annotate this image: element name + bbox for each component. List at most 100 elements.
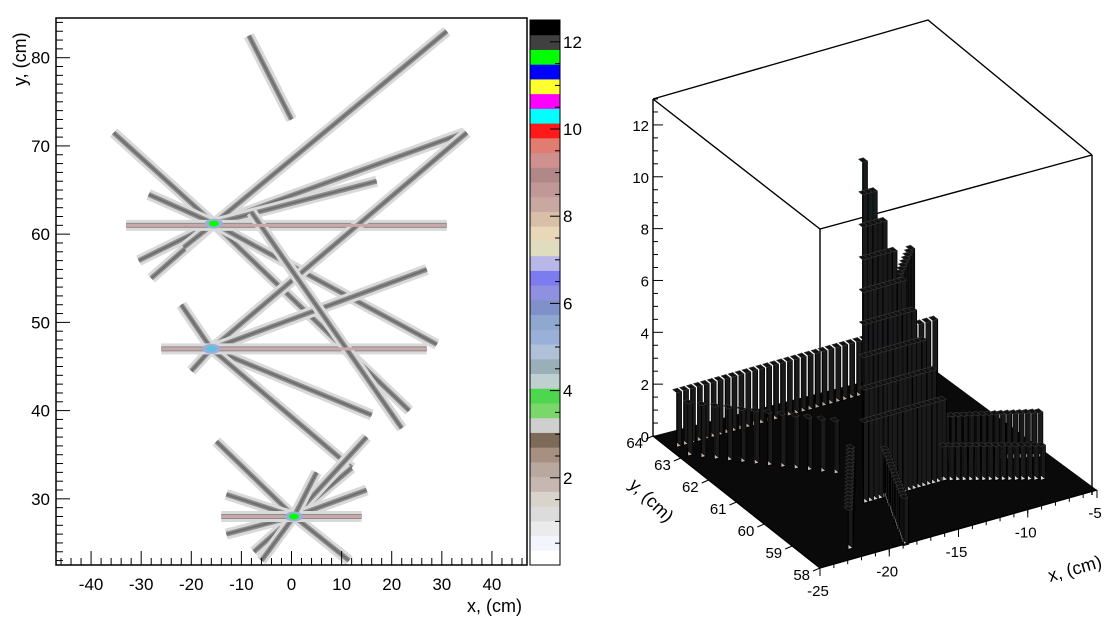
lego-bar-side (932, 398, 937, 484)
colorbar-tick-label: 8 (563, 207, 572, 226)
lego-bar-top (736, 405, 747, 411)
lego-bar-side (815, 348, 821, 408)
lego-bar-top (692, 382, 703, 388)
lego-bar-top (936, 396, 947, 402)
x-tick-label: 40 (482, 575, 501, 594)
lego-bar-top (844, 462, 855, 468)
lego-y-tick (673, 457, 682, 462)
hot-spot (208, 220, 219, 227)
lego-bar-side (808, 413, 813, 470)
lego-bar-side (878, 413, 884, 499)
colorbar-swatches (530, 20, 560, 566)
lego-bar-top (706, 378, 717, 384)
x-tick-label: 20 (382, 575, 401, 594)
lego-bar-top (996, 441, 1007, 448)
colorbar-swatch (530, 344, 560, 360)
lego-y-tick (729, 501, 737, 506)
x-axis-label: x, (cm) (467, 596, 522, 616)
lego-bar-top (907, 306, 918, 312)
lego-bar-side (848, 505, 854, 549)
lego-bar-top (843, 491, 854, 497)
lego-bar-top (995, 409, 1006, 416)
lego-bar-top (683, 399, 694, 405)
lego-x-tick-label: -20 (876, 564, 898, 581)
lego-bar-top (720, 374, 731, 380)
track-core (180, 304, 213, 350)
lego-bar-side (787, 356, 793, 416)
lego-bar-top (843, 505, 854, 511)
lego-bar-top (1002, 409, 1013, 415)
lego-bar-top (897, 276, 908, 282)
lego-bar-top (843, 494, 854, 500)
lego-bar-side (780, 358, 786, 418)
lego-bar-side (732, 371, 738, 431)
lego-bar-top (916, 336, 928, 342)
lego-bar-top (802, 413, 814, 420)
lego-y-tick-label: 60 (738, 523, 755, 540)
y-tick-label: 60 (31, 225, 50, 244)
lego-bar-top (843, 487, 855, 493)
lego-bar-side (822, 346, 828, 406)
hot-spot (289, 513, 300, 520)
lego-y-tick (645, 435, 654, 440)
lego-bar-side (741, 405, 747, 462)
lego-bar-top (671, 387, 683, 394)
lego-bar-top (952, 411, 963, 418)
colorbar-swatch (530, 64, 560, 80)
colorbar-swatch (530, 506, 560, 522)
lego-bar-top (951, 442, 962, 448)
colorbar-swatch (530, 358, 560, 375)
lego-bar-side (995, 441, 1001, 480)
lego-bar-top (678, 385, 689, 392)
lego-bar-top (789, 354, 800, 360)
lego-bar-top (713, 376, 724, 382)
lego-bar-side (917, 402, 923, 488)
lego-bar-top (775, 358, 786, 364)
colorbar-swatch (530, 329, 560, 345)
colorbar-ticks: 2 4 6 8 10 12 (550, 19, 582, 544)
lego-bar-top (803, 350, 814, 357)
track-core (260, 515, 295, 562)
lego-x-tick-label: -5 (1088, 505, 1101, 522)
x-tick-label: -10 (229, 575, 254, 594)
lego-bar-side (843, 340, 848, 400)
lego-bar-side (1021, 441, 1027, 480)
lego-bar-top (816, 415, 827, 421)
lego-bar-side (933, 315, 938, 375)
lego-x-tick-label: -25 (807, 583, 829, 600)
colorbar-swatch (530, 78, 560, 95)
track-core (215, 440, 295, 518)
colorbar-swatch (530, 167, 560, 183)
lego-y-tick-label: 61 (710, 501, 727, 518)
track-core (210, 348, 353, 469)
colorbar-swatch (530, 49, 560, 65)
colorbar-swatch (530, 476, 560, 492)
lego-bar-top (829, 417, 840, 423)
lego-bar-top (843, 501, 854, 508)
track-core (213, 30, 448, 225)
colorbar-tick-label: 12 (563, 33, 582, 52)
lego-bars (671, 157, 1046, 550)
colorbar-swatch (530, 182, 560, 198)
lego-bar-top (921, 317, 932, 323)
colorbar-swatch (530, 432, 560, 448)
lego-bar-top (964, 411, 975, 417)
colorbar: 2 4 6 8 10 12 (529, 19, 582, 566)
track-core (148, 193, 215, 225)
lego-bar-top (983, 410, 994, 416)
lego-bar-side (701, 400, 707, 457)
lego-bar-side (949, 441, 955, 481)
colorbar-tick-label: 4 (563, 382, 572, 401)
track-core (112, 131, 215, 225)
lego-bar-top (970, 442, 981, 448)
lego-bar-side (969, 441, 974, 480)
lego-bar-top (898, 494, 909, 500)
lego-bar-top (776, 410, 787, 416)
colorbar-swatch (530, 520, 560, 537)
lego-bar-top (844, 483, 855, 490)
lego-bar-top (964, 442, 975, 448)
lego-bar-top (844, 465, 855, 471)
lego-bar-top (824, 344, 835, 351)
lego-bar-top (782, 356, 793, 362)
lego-y-tick-label: 58 (793, 567, 810, 584)
